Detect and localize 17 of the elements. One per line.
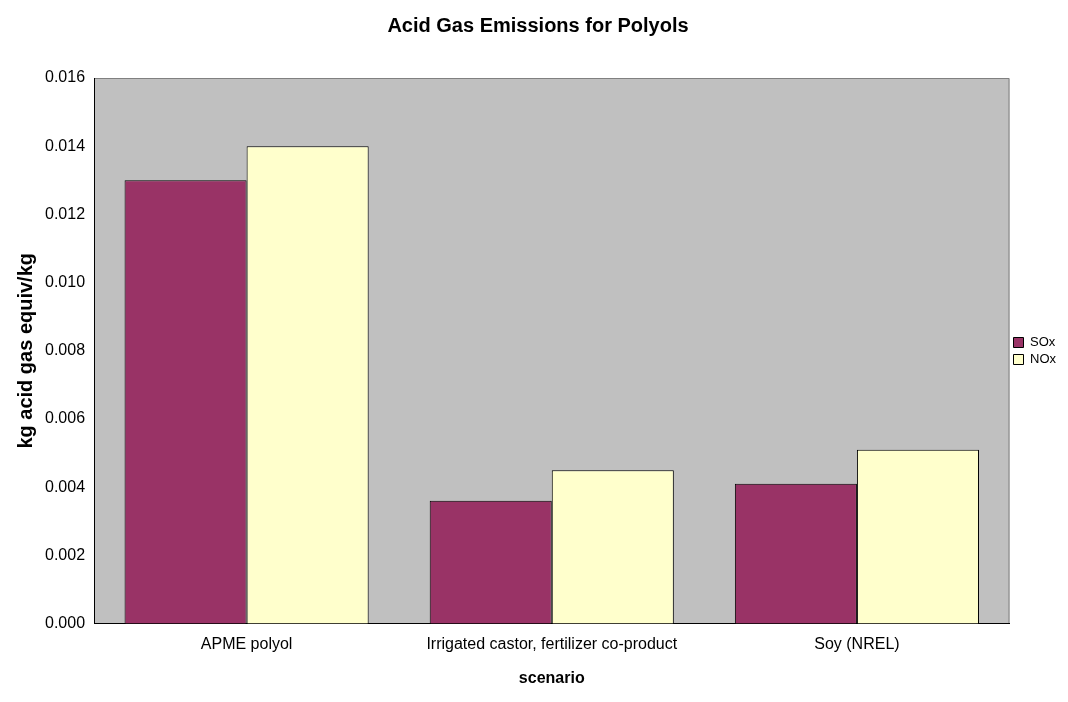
chart-title: Acid Gas Emissions for Polyols [387,13,689,36]
legend-label: NOx [1030,351,1057,367]
legend-label: SOx [1030,334,1056,350]
y-tick-label: 0.002 [44,545,86,563]
y-tick-label: 0.004 [44,477,86,495]
x-tick-label: APME polyol [200,634,293,652]
y-axis-title: kg acid gas equiv/kg [13,252,36,449]
y-tick-label: 0.014 [44,136,86,154]
y-tick-label: 0.000 [44,614,86,632]
y-tick-label: 0.006 [44,409,86,427]
y-tick-label: 0.016 [44,68,86,86]
y-tick-label: 0.008 [44,341,86,359]
x-tick-label: Soy (NREL) [814,634,900,652]
x-tick-label: Irrigated castor, fertilizer co-product [426,634,678,652]
x-axis-title: scenario [518,668,585,686]
y-tick-label: 0.012 [44,204,86,222]
y-tick-label: 0.010 [44,273,86,291]
